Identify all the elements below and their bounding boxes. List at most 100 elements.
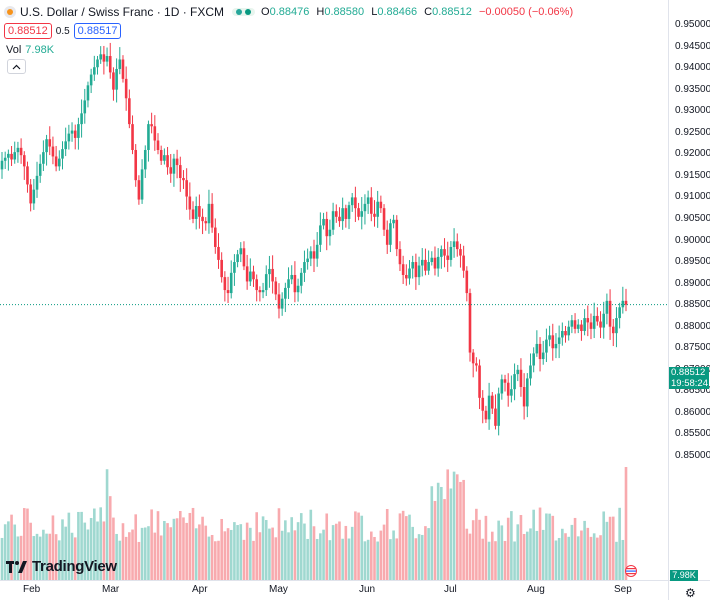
candle-body xyxy=(341,208,344,222)
candle-body xyxy=(38,163,42,176)
candle-body xyxy=(522,387,526,407)
volume-bar xyxy=(526,531,529,580)
candle-body xyxy=(45,139,48,153)
price-tick-label: 0.91000 xyxy=(675,191,710,203)
volume-bar xyxy=(328,540,332,580)
volume-bar xyxy=(567,536,570,580)
candle-body xyxy=(153,126,157,141)
candle-body xyxy=(191,209,195,219)
spread-value: 0.5 xyxy=(55,25,70,37)
economic-events-flag-icon[interactable] xyxy=(622,565,640,577)
symbol-title[interactable]: U.S. Dollar / Swiss Franc · 1D · FXCM xyxy=(20,5,225,19)
volume-bar xyxy=(443,499,446,580)
candle-body xyxy=(545,339,548,353)
candle-body xyxy=(258,290,262,293)
candle-body xyxy=(389,223,392,245)
candle-body xyxy=(137,180,141,200)
candle-body xyxy=(414,262,418,278)
candle-body xyxy=(360,211,364,217)
volume-bar xyxy=(38,536,42,580)
candle-body xyxy=(236,254,239,263)
candle-body xyxy=(401,264,405,275)
volume-bar xyxy=(191,507,195,580)
volume-bar xyxy=(427,528,430,580)
candle-body xyxy=(293,274,297,293)
volume-bar xyxy=(503,540,507,580)
volume-bar xyxy=(236,525,239,580)
volume-bar xyxy=(452,471,456,580)
volume-bar xyxy=(70,532,74,580)
volume-bar xyxy=(268,528,271,580)
volume-bar xyxy=(207,536,211,580)
candle-body xyxy=(73,130,77,138)
candle-body xyxy=(271,268,274,282)
volume-bar xyxy=(347,538,351,580)
candle-body xyxy=(338,216,341,222)
volume-bar xyxy=(392,530,395,580)
volume-bar xyxy=(417,534,421,580)
price-tick-label: 0.85500 xyxy=(675,428,710,440)
volume-bar xyxy=(48,533,52,580)
volume-bar xyxy=(334,523,338,580)
price-tick-label: 0.94500 xyxy=(675,40,710,52)
price-tick-label: 0.92000 xyxy=(675,148,710,160)
candle-body xyxy=(172,158,176,174)
candle-body xyxy=(535,343,539,354)
candle-body xyxy=(223,277,227,291)
volume-bar xyxy=(312,526,316,580)
volume-bar xyxy=(201,516,204,580)
volume-bar xyxy=(350,526,354,580)
candle-body xyxy=(134,149,138,181)
candle-body xyxy=(217,246,220,260)
price-tick-label: 0.92500 xyxy=(675,126,710,138)
candle-body xyxy=(140,169,144,200)
volume-bar xyxy=(420,534,424,580)
candle-body xyxy=(452,241,456,247)
volume-bar xyxy=(564,533,567,580)
candle-body xyxy=(322,218,325,226)
candle-body xyxy=(229,272,233,294)
volume-bar xyxy=(370,531,373,580)
volume-bar xyxy=(411,526,414,580)
volume-bar xyxy=(331,525,335,580)
volume-bar xyxy=(506,517,510,580)
symbol-icon[interactable] xyxy=(4,6,16,18)
sell-button[interactable]: 0.88512 xyxy=(4,23,52,39)
volume-bar xyxy=(163,520,166,580)
collapse-legend-button[interactable] xyxy=(7,59,26,74)
volume-bar xyxy=(360,515,364,580)
candle-body xyxy=(420,259,424,266)
time-tick-label: Jul xyxy=(444,584,457,595)
volume-bar xyxy=(455,474,459,580)
candle-body xyxy=(290,274,294,280)
candle-body xyxy=(519,369,523,388)
settings-gear-icon[interactable]: ⚙ xyxy=(685,586,696,600)
tradingview-logo[interactable]: TradingView xyxy=(6,558,117,575)
market-status-badge[interactable] xyxy=(232,8,256,16)
volume-bar xyxy=(35,533,39,580)
candle-body xyxy=(268,268,271,275)
candle-body xyxy=(350,197,354,206)
candle-body xyxy=(516,369,520,375)
candle-body xyxy=(618,307,621,319)
volume-bar xyxy=(405,516,408,580)
candle-body xyxy=(475,363,478,366)
volume-bar xyxy=(277,508,281,580)
volume-bar xyxy=(131,529,134,580)
candle-body xyxy=(576,324,580,329)
volume-bar xyxy=(140,527,144,580)
candle-body xyxy=(156,140,160,150)
volume-bar xyxy=(602,511,606,580)
volume-legend: Vol 7.98K xyxy=(6,44,54,56)
candle-body xyxy=(379,201,383,209)
volume-bar xyxy=(115,533,118,580)
candle-body xyxy=(586,318,590,323)
volume-bar xyxy=(42,529,45,580)
volume-bar xyxy=(408,514,411,580)
volume-bar xyxy=(322,529,325,580)
volume-bar xyxy=(293,530,297,580)
volume-bar xyxy=(108,496,112,580)
buy-button[interactable]: 0.88517 xyxy=(73,23,122,39)
candle-body xyxy=(93,67,96,75)
